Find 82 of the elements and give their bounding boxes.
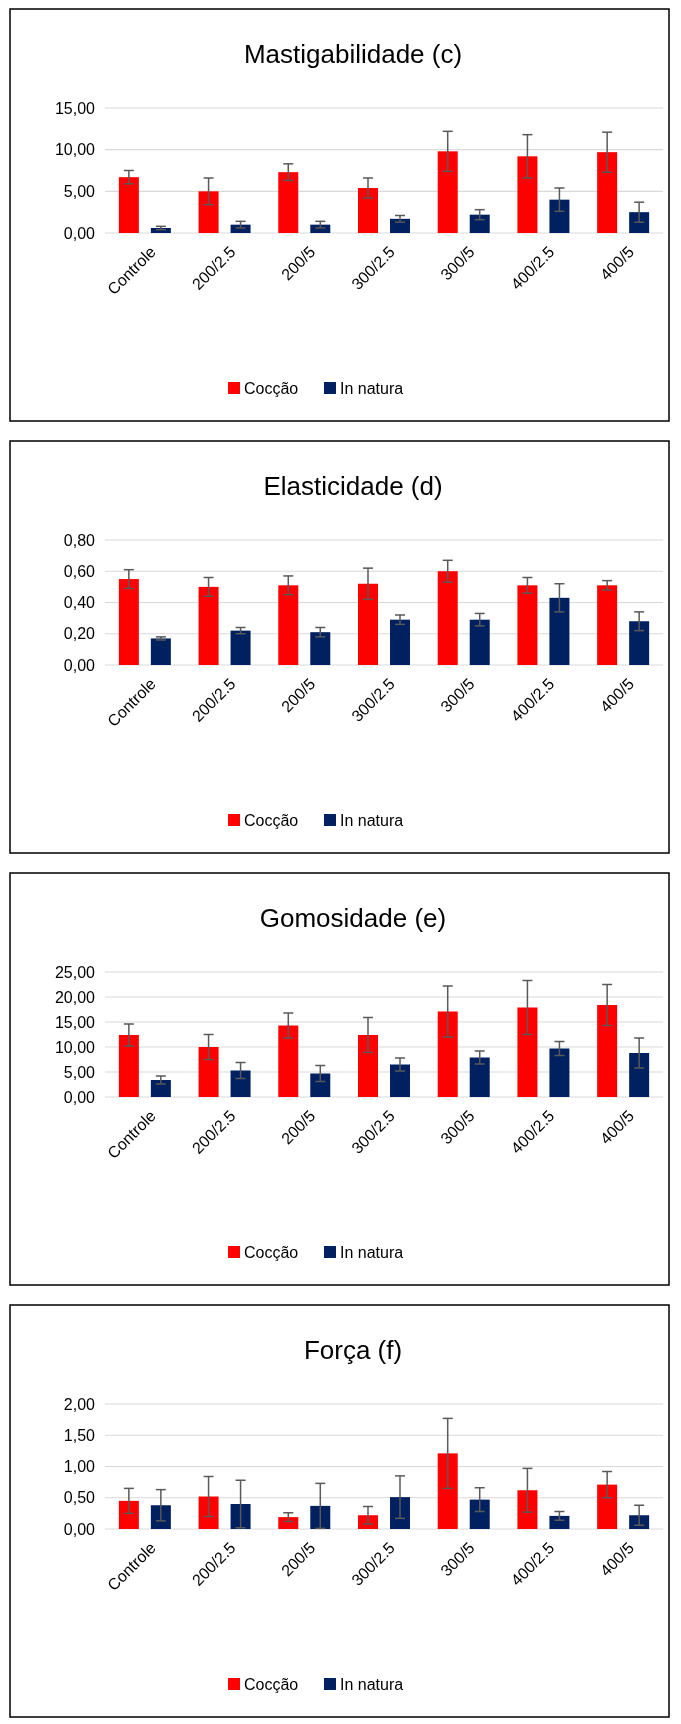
- bar: [517, 1007, 538, 1097]
- y-tick-label: 0,50: [63, 1489, 96, 1507]
- y-tick-label: 0,00: [63, 224, 96, 242]
- legend-label: Cocção: [244, 1243, 299, 1261]
- y-tick-label: 10,00: [54, 141, 96, 159]
- bar: [437, 571, 458, 665]
- y-tick-label: 15,00: [54, 99, 96, 117]
- bar: [629, 621, 650, 665]
- bar: [469, 619, 490, 665]
- legend-label: Cocção: [244, 811, 299, 829]
- bar: [310, 1073, 331, 1097]
- y-tick-label: 20,00: [54, 988, 96, 1006]
- y-tick-label: 2,00: [63, 1395, 96, 1413]
- y-tick-label: 1,00: [63, 1458, 96, 1476]
- bar: [230, 630, 251, 665]
- bar: [549, 1048, 570, 1097]
- legend-label: Cocção: [244, 1675, 299, 1693]
- bar: [390, 1064, 410, 1097]
- legend-label: In natura: [340, 379, 404, 397]
- bar: [469, 1057, 490, 1097]
- bar: [278, 172, 299, 233]
- chart-title: Mastigabilidade (c): [243, 39, 463, 69]
- bar: [310, 1505, 331, 1529]
- bar: [150, 638, 171, 665]
- bar: [358, 1035, 378, 1097]
- bar: [517, 1490, 538, 1529]
- y-tick-label: 0,60: [63, 562, 96, 580]
- y-tick-label: 5,00: [63, 1063, 96, 1081]
- bar: [230, 1070, 251, 1097]
- bar: [230, 1504, 251, 1529]
- bar: [437, 1453, 458, 1529]
- y-tick-label: 15,00: [54, 1013, 96, 1031]
- y-tick-label: 0,80: [63, 531, 96, 549]
- bar: [278, 1025, 299, 1097]
- bar: [597, 585, 618, 665]
- bar: [358, 583, 378, 665]
- bar: [437, 151, 458, 233]
- bar: [549, 597, 570, 665]
- bar: [597, 1005, 618, 1097]
- chart-title: Elasticidade (d): [263, 471, 443, 501]
- y-tick-label: 5,00: [63, 182, 96, 200]
- bar: [390, 1497, 410, 1529]
- bar: [469, 1499, 490, 1529]
- bar: [198, 1496, 219, 1529]
- bar: [198, 191, 219, 233]
- bar: [549, 199, 570, 233]
- bar: [629, 212, 650, 233]
- bar: [597, 152, 618, 233]
- y-tick-label: 0,40: [63, 594, 96, 612]
- legend-label: In natura: [340, 811, 404, 829]
- bar: [517, 585, 538, 665]
- bar: [469, 214, 490, 233]
- bar: [549, 1515, 570, 1529]
- bar: [517, 156, 538, 233]
- bar: [118, 579, 139, 665]
- y-tick-label: 0,00: [63, 1088, 96, 1106]
- bar: [118, 1500, 139, 1529]
- bar: [390, 619, 410, 665]
- bar: [310, 632, 331, 665]
- bar: [358, 188, 378, 233]
- bar: [597, 1484, 618, 1529]
- chart-title: Gomosidade (e): [259, 903, 447, 933]
- legend-label: Cocção: [244, 379, 299, 397]
- bar: [198, 586, 219, 665]
- y-tick-label: 0,00: [63, 1520, 96, 1538]
- chart-title: Força (f): [303, 1335, 403, 1365]
- bar: [118, 177, 139, 233]
- y-tick-label: 10,00: [54, 1038, 96, 1056]
- bar: [390, 218, 410, 233]
- y-tick-label: 0,20: [63, 625, 96, 643]
- bar: [118, 1035, 139, 1097]
- legend-label: In natura: [340, 1675, 404, 1693]
- y-tick-label: 0,00: [63, 656, 96, 674]
- bar: [150, 1080, 171, 1097]
- bar: [198, 1047, 219, 1097]
- bar: [278, 585, 299, 665]
- bar: [437, 1011, 458, 1097]
- bar: [629, 1053, 650, 1097]
- legend-label: In natura: [340, 1243, 404, 1261]
- bar: [278, 1517, 299, 1529]
- y-tick-label: 25,00: [54, 963, 96, 981]
- y-tick-label: 1,50: [63, 1426, 96, 1444]
